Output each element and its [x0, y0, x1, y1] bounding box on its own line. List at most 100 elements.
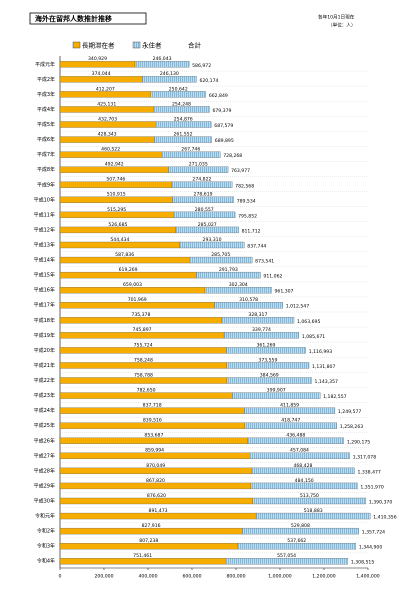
data-label: 507,746: [106, 177, 125, 183]
data-label: 839,516: [143, 418, 162, 424]
total-label: 1,390,370: [369, 499, 392, 505]
y-tick-label: 平成13年: [34, 241, 55, 248]
bar-segment: [189, 256, 253, 264]
data-label: 384,569: [260, 372, 279, 378]
bar-segment: [241, 527, 359, 535]
title-box: [29, 12, 147, 25]
total-label: 1,063,695: [297, 319, 320, 325]
data-label: 302,304: [229, 282, 248, 288]
bar-segment: [134, 61, 190, 68]
data-label: 837,718: [143, 403, 162, 409]
plot: 長期滞在者 永住者 合計 0 200,000 400,000 600,000 800,000 1…: [34, 41, 397, 580]
data-label: 254,248: [172, 101, 191, 107]
data-label: 267,746: [181, 147, 200, 153]
y-tick-label: 平成5年: [37, 121, 55, 128]
y-tick-label: 平成11年: [34, 211, 55, 218]
total-label: 1,410,356: [373, 515, 396, 521]
data-label: 436,488: [286, 433, 305, 439]
bar-segment: [244, 422, 337, 429]
data-label: 285,705: [211, 252, 230, 258]
y-tick-label: 令和3年: [37, 543, 55, 550]
bar-segment: [249, 452, 350, 459]
y-tick-label: 平成16年: [34, 287, 55, 294]
data-label: 619,269: [119, 267, 138, 273]
total-label: 789,534: [237, 198, 256, 204]
y-tick-label: 平成29年: [34, 482, 55, 489]
data-label: 457,084: [290, 448, 309, 454]
data-label: 870,049: [146, 463, 165, 469]
y-tick-label: 平成30年: [34, 497, 55, 504]
data-label: 412,207: [96, 86, 115, 92]
total-label: 961,307: [274, 289, 293, 295]
total-label: 1,317,078: [353, 454, 376, 460]
total-label: 1,085,671: [302, 334, 325, 340]
y-tick-label: 平成24年: [34, 407, 55, 414]
data-label: 659,003: [123, 282, 142, 288]
bar-segment: [154, 136, 212, 143]
data-label: 246,043: [153, 56, 172, 62]
data-label: 361,269: [256, 342, 275, 348]
data-label: 758,788: [134, 372, 153, 378]
data-label: 411,859: [280, 403, 299, 409]
total-label: 1,116,993: [309, 349, 332, 355]
legend-label: 長期滞在者: [82, 41, 115, 50]
bar-segment: [232, 392, 321, 399]
bar-segment: [150, 91, 206, 98]
data-label: 293,310: [203, 237, 222, 243]
total-label: 795,852: [238, 213, 257, 219]
note: 各年10月1日現在: [318, 14, 355, 21]
bar-segment: [250, 482, 358, 490]
total-label: 1,182,557: [323, 394, 346, 400]
total-label: 679,379: [212, 108, 231, 114]
y-tick-label: 平成19年: [34, 332, 55, 339]
total-label: 1,258,263: [340, 424, 363, 430]
data-label: 492,942: [105, 162, 124, 168]
total-label: 1,290,175: [347, 439, 370, 445]
x-tick-label: 1,400,000: [356, 574, 379, 580]
bar-segment: [226, 377, 312, 384]
y-tick-label: 平成9年: [37, 181, 55, 188]
total-label: 1,351,970: [360, 484, 383, 490]
bar-segment: [251, 467, 355, 475]
data-label: 876,620: [147, 493, 166, 499]
data-label: 484,150: [295, 478, 314, 484]
data-label: 425,131: [97, 101, 116, 107]
data-label: 587,836: [115, 252, 134, 258]
bar-segment: [221, 317, 295, 324]
bar-segment: [161, 151, 221, 158]
data-label: 526,685: [108, 222, 127, 228]
data-label: 853,687: [144, 433, 163, 439]
y-tick-label: 平成28年: [34, 467, 55, 474]
bar-segment: [204, 287, 272, 294]
y-tick-label: 平成7年: [37, 151, 55, 158]
total-label: 620,174: [199, 78, 218, 84]
y-tick-label: 平成12年: [34, 226, 55, 233]
bar-segment: [247, 437, 344, 444]
y-tick-label: 平成23年: [34, 392, 55, 399]
total-label: 1,249,577: [338, 409, 361, 415]
y-tick-label: 平成18年: [34, 317, 55, 324]
data-label: 418,747: [281, 418, 300, 424]
bar-segment: [196, 271, 261, 279]
y-tick-label: 平成元年: [35, 61, 55, 68]
total-label: 586,972: [192, 63, 211, 69]
x-tick-label: 800,000: [227, 574, 246, 580]
total-label: 1,338,477: [357, 469, 380, 475]
y-tick-label: 平成2年: [37, 76, 55, 83]
total-label: 782,568: [235, 183, 254, 189]
data-label: 515,295: [107, 207, 126, 213]
x-tick-label: 1,200,000: [312, 574, 335, 580]
y-tick-label: 平成10年: [34, 196, 55, 203]
data-label: 261,552: [174, 131, 193, 137]
data-label: 557,054: [277, 553, 296, 559]
bar-segment: [142, 76, 197, 83]
data-label: 758,248: [134, 357, 153, 363]
data-label: 291,793: [219, 267, 238, 273]
y-tick-label: 平成14年: [34, 257, 55, 264]
data-label: 340,929: [88, 56, 107, 62]
data-label: 755,724: [134, 342, 153, 348]
y-tick-label: 平成6年: [37, 136, 55, 143]
data-label: 428,343: [98, 131, 117, 137]
bar-segment: [172, 196, 234, 203]
bar-segment: [226, 347, 306, 354]
